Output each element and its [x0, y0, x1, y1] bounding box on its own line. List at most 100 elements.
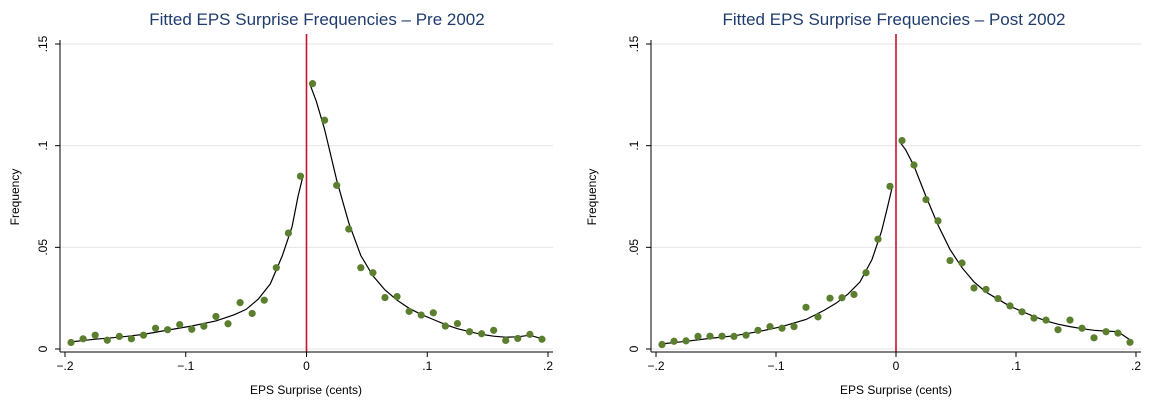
- data-point: [718, 332, 726, 340]
- data-point: [910, 161, 918, 169]
- data-point: [224, 320, 232, 328]
- data-point: [706, 332, 714, 340]
- data-point: [477, 330, 486, 338]
- data-point: [538, 335, 546, 343]
- x-tick-label: .1: [1011, 359, 1021, 373]
- data-point: [67, 338, 75, 347]
- fitted-curve-right: [309, 84, 543, 340]
- data-point: [151, 324, 160, 332]
- data-point: [465, 328, 474, 336]
- data-point: [1042, 316, 1050, 324]
- chart-svg-pre-2002: Fitted EPS Surprise Frequencies – Pre 20…: [8, 10, 553, 397]
- data-point: [139, 331, 148, 339]
- data-point: [958, 259, 966, 267]
- x-tick-label: 0: [303, 359, 310, 373]
- chart-svg-post-2002: Fitted EPS Surprise Frequencies – Post 2…: [585, 10, 1141, 397]
- data-point: [212, 312, 220, 321]
- data-point: [91, 331, 99, 339]
- chart-title: Fitted EPS Surprise Frequencies – Post 2…: [722, 10, 1065, 29]
- data-point: [200, 322, 208, 330]
- data-point: [850, 290, 858, 299]
- data-point: [814, 313, 822, 321]
- data-point: [284, 229, 292, 237]
- data-point: [393, 292, 401, 301]
- data-point: [1090, 334, 1098, 342]
- y-axis-label: Frequency: [8, 169, 22, 226]
- data-point: [453, 319, 462, 328]
- y-tick-label: 0: [36, 345, 50, 352]
- data-point: [188, 325, 196, 333]
- data-point: [502, 336, 510, 345]
- data-point: [1066, 316, 1074, 324]
- data-point: [333, 181, 341, 189]
- data-point: [103, 336, 111, 344]
- data-point: [886, 182, 894, 190]
- x-tick-label: .1: [422, 359, 432, 373]
- data-point: [164, 326, 172, 334]
- data-point: [742, 331, 750, 339]
- x-tick-label: 0: [893, 359, 900, 373]
- data-point: [115, 332, 123, 340]
- data-point: [260, 296, 268, 304]
- data-point: [526, 330, 534, 338]
- y-tick-label: 0: [627, 345, 641, 352]
- data-point: [248, 309, 256, 318]
- data-point: [922, 195, 930, 204]
- data-point: [994, 294, 1002, 303]
- data-point: [862, 269, 870, 277]
- chart-panel-pre-2002: Fitted EPS Surprise Frequencies – Pre 20…: [8, 10, 553, 397]
- data-point: [826, 294, 834, 302]
- data-point: [321, 116, 329, 124]
- data-point: [730, 332, 738, 340]
- data-point: [1078, 324, 1086, 332]
- x-tick-label: −.1: [177, 359, 194, 373]
- y-tick-label: .1: [627, 140, 641, 150]
- fitted-curve-left: [661, 186, 893, 345]
- data-point: [441, 322, 449, 330]
- data-point: [1006, 302, 1014, 310]
- data-point: [405, 307, 413, 315]
- data-point: [1114, 329, 1122, 337]
- data-point: [790, 323, 798, 331]
- x-tick-label: .2: [543, 359, 553, 373]
- data-point: [345, 225, 353, 233]
- chart-title: Fitted EPS Surprise Frequencies – Pre 20…: [149, 10, 484, 29]
- data-point: [176, 321, 184, 329]
- data-point: [970, 284, 978, 292]
- data-point: [296, 172, 305, 180]
- data-point: [1102, 328, 1110, 336]
- fitted-curve-right: [899, 141, 1131, 341]
- x-tick-label: −.1: [767, 359, 784, 373]
- x-tick-label: .2: [1131, 359, 1141, 373]
- data-point: [982, 285, 990, 294]
- chart-panel-post-2002: Fitted EPS Surprise Frequencies – Post 2…: [577, 0, 1154, 401]
- data-point: [754, 326, 762, 334]
- data-point: [272, 264, 280, 272]
- data-point: [898, 136, 906, 145]
- data-point: [429, 309, 437, 317]
- data-point: [778, 324, 786, 332]
- data-point: [874, 235, 882, 243]
- x-tick-label: −.2: [56, 359, 73, 373]
- x-axis-label: EPS Surprise (cents): [840, 383, 952, 397]
- data-point: [766, 323, 774, 331]
- y-axis-label: Frequency: [585, 169, 599, 226]
- data-point: [1018, 308, 1026, 316]
- data-point: [308, 80, 317, 88]
- data-point: [946, 256, 954, 265]
- y-tick-label: .15: [36, 35, 50, 52]
- data-point: [694, 332, 702, 340]
- x-tick-label: −.2: [647, 359, 664, 373]
- data-point: [236, 299, 244, 307]
- data-point: [417, 311, 425, 319]
- data-point: [369, 269, 377, 277]
- data-point: [490, 326, 498, 334]
- y-tick-label: .05: [627, 239, 641, 256]
- data-point: [1126, 338, 1134, 346]
- x-axis-label: EPS Surprise (cents): [250, 383, 362, 397]
- fitted-curve-left: [70, 176, 304, 343]
- data-point: [934, 217, 942, 225]
- data-point: [670, 337, 678, 345]
- data-point: [658, 340, 666, 349]
- data-point: [802, 303, 810, 311]
